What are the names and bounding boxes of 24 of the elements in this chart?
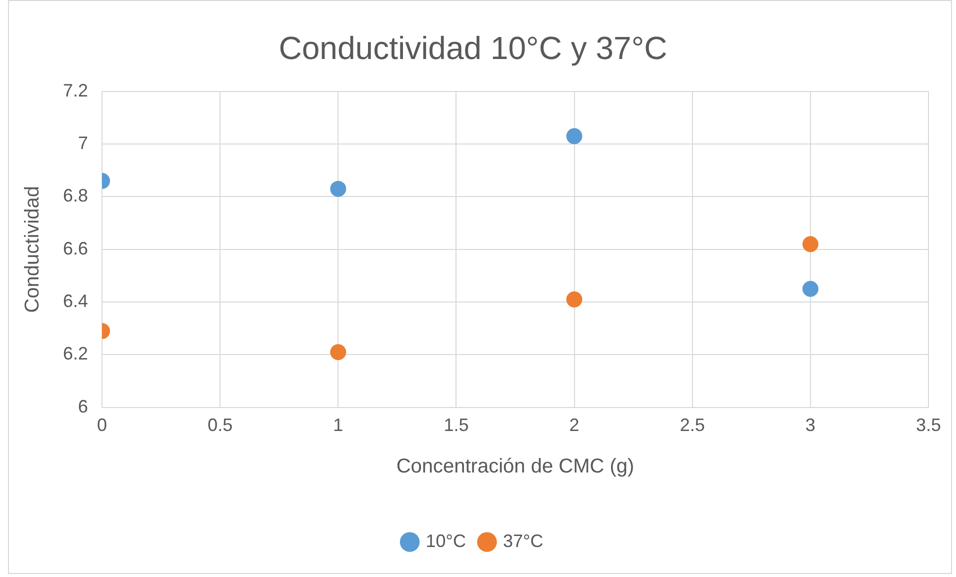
y-tick-label: 6 <box>78 396 88 416</box>
point <box>566 291 582 308</box>
x-tick-label: 0.5 <box>208 415 233 436</box>
x-tick-label: 1 <box>333 415 344 436</box>
x-axis-title: Concentración de CMC (g) <box>396 456 634 478</box>
legend-label: 37°C <box>503 530 544 551</box>
x-tick-label: 3 <box>805 415 816 436</box>
y-tick-label: 6.4 <box>62 291 88 312</box>
x-tick-label: 2 <box>569 415 580 436</box>
point <box>566 128 582 144</box>
y-tick-label: 7 <box>78 133 88 154</box>
legend-label: 10°C <box>426 530 466 551</box>
point <box>802 236 818 252</box>
x-tick-label: 0 <box>97 415 108 436</box>
y-tick-label: 6.2 <box>62 344 88 364</box>
x-tick-label: 2.5 <box>680 415 705 436</box>
y-tick-label: 6.8 <box>62 186 88 206</box>
y-tick-label: 6.6 <box>62 238 88 258</box>
point <box>802 280 818 297</box>
x-tick-label: 1.5 <box>444 415 469 436</box>
chart-title: Conductividad 10°C y 37°C <box>278 30 668 66</box>
y-axis-title: Conductividad <box>22 186 44 313</box>
y-tick-label: 7.2 <box>62 80 88 100</box>
x-tick-label: 3.5 <box>916 415 942 436</box>
